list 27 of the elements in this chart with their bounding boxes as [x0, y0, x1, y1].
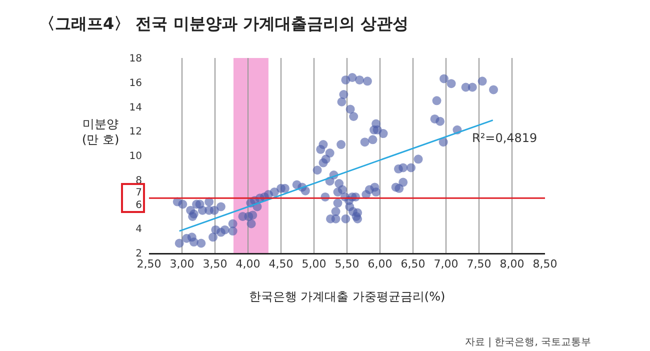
x-tick-label: 7,00: [434, 258, 458, 271]
y-tick-label: 7: [136, 188, 142, 199]
x-tick-label: 6,50: [400, 258, 426, 271]
y-axis-title: 미분양 (만 호): [82, 117, 120, 147]
y-tick-label: 10: [129, 151, 142, 162]
x-tick-label: 7,50: [466, 258, 492, 271]
y-tick-label: 12: [129, 126, 142, 138]
y-tick-label: 18: [129, 54, 142, 64]
x-tick-label: 2,50: [136, 258, 162, 271]
x-tick-label: 4,50: [268, 258, 294, 271]
chart-title: 〈그래프4〉 전국 미분양과 가계대출금리의 상관성: [39, 14, 408, 33]
x-tick-label: 3,00: [170, 258, 194, 271]
y-tick-label: 4: [136, 224, 142, 236]
x-axis-title: 한국은행 가계대출 가중평균금리(%): [248, 289, 446, 304]
text: 자료 | 한국은행, 국토교통부: [465, 337, 592, 348]
y-tick-label: 6: [136, 200, 142, 211]
x-tick-label: 3,50: [202, 258, 228, 271]
y-tick-label: 16: [129, 78, 142, 89]
x-tick-label: 5,50: [334, 258, 360, 271]
x-tick-label: 8,00: [500, 258, 524, 271]
x-tick-label: 4,00: [236, 258, 260, 271]
annotation: R²=0,4819: [472, 131, 538, 145]
y-tick-label: 14: [129, 102, 142, 114]
x-tick-label: 8,50: [532, 258, 558, 271]
y-tick-label: 2: [136, 248, 142, 260]
x-tick-label: 6,00: [368, 258, 392, 271]
x-tick-label: 5,00: [302, 258, 326, 271]
